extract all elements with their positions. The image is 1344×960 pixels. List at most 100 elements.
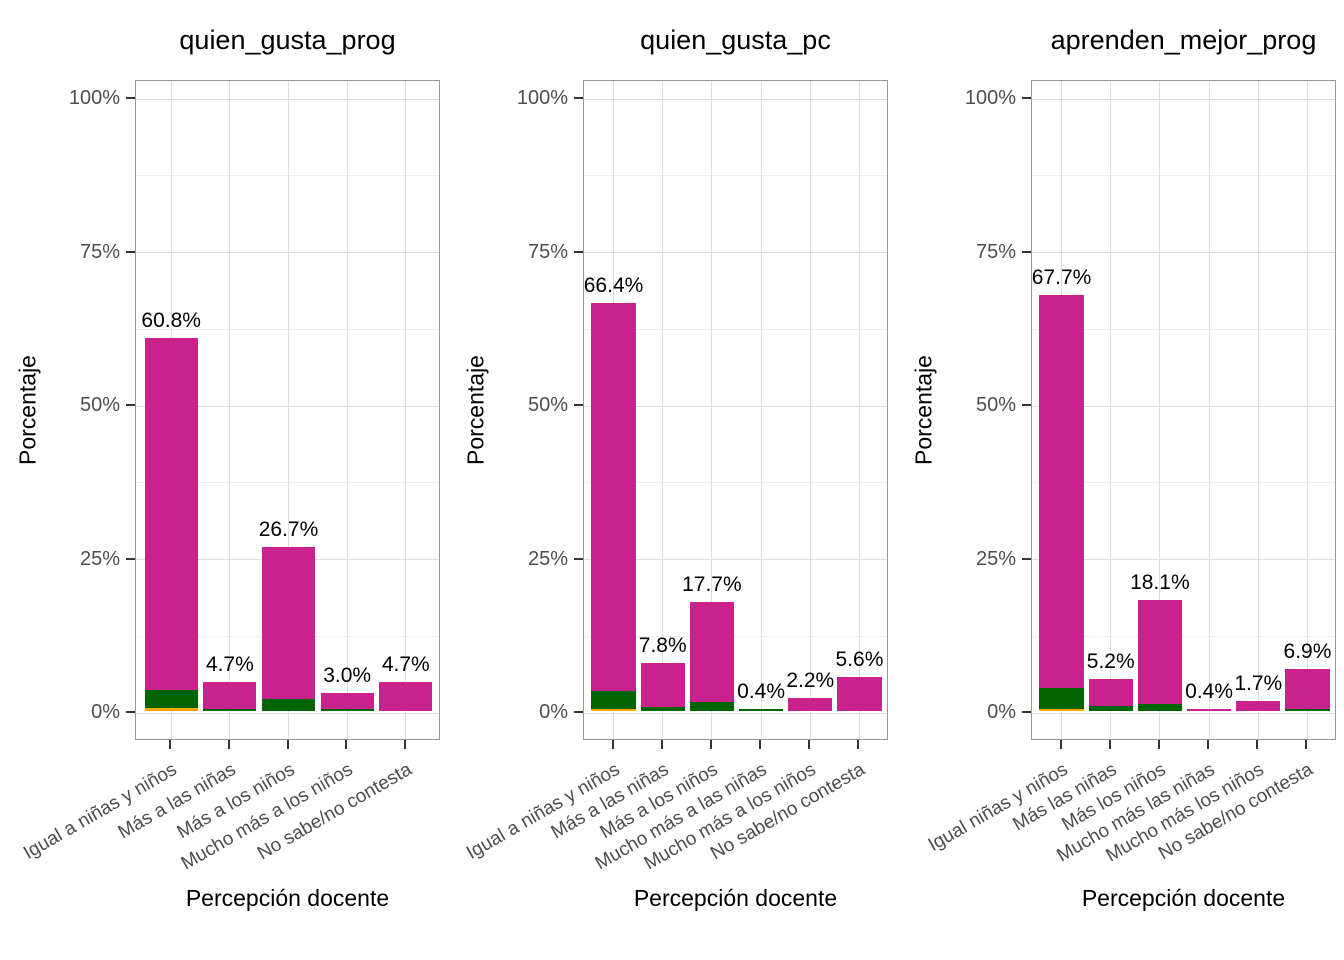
grid-line-major bbox=[1032, 712, 1335, 714]
x-tick-mark bbox=[1256, 740, 1259, 749]
bar bbox=[320, 692, 374, 711]
bar bbox=[1088, 679, 1133, 711]
bar-segment bbox=[379, 682, 433, 711]
y-tick-mark bbox=[1022, 557, 1031, 560]
bar-segment bbox=[1039, 708, 1084, 711]
y-tick-mark bbox=[1022, 250, 1031, 253]
y-axis-title-text: Porcentaje bbox=[14, 355, 41, 465]
x-axis-tick-labels: Igual a niñas y niños Más a las niñas Más … bbox=[448, 749, 896, 885]
y-tick-label: 0% bbox=[539, 701, 568, 723]
bar-value-label: 17.7% bbox=[682, 573, 742, 597]
bar-segment bbox=[144, 337, 198, 690]
x-tick-mark bbox=[1108, 740, 1111, 749]
x-tick-mark bbox=[808, 740, 811, 749]
y-axis-ticks bbox=[1022, 80, 1031, 740]
grid-line-vertical bbox=[229, 81, 231, 739]
grid-line-major bbox=[584, 559, 887, 560]
grid-line-vertical bbox=[760, 81, 762, 739]
grid-line-vertical bbox=[346, 81, 348, 739]
grid-line-major bbox=[584, 712, 887, 714]
y-tick-label: 50% bbox=[79, 394, 120, 416]
y-tick-label: 75% bbox=[975, 240, 1016, 263]
bar bbox=[591, 303, 636, 711]
bar bbox=[788, 697, 833, 711]
chart-panel: aprenden_mejor_prog Porcentaje 0% 25% 50% 7… bbox=[896, 0, 1344, 960]
y-tick-mark bbox=[574, 250, 583, 253]
y-tick-label: 50% bbox=[975, 394, 1016, 416]
panel-title: quien_gusta_prog bbox=[179, 24, 396, 55]
y-tick-label: 25% bbox=[975, 547, 1016, 570]
x-axis-tick-labels: Igual a niñas y niños Más a las niñas Más … bbox=[0, 749, 448, 885]
plot-area: 66.4% 7.8% 17.7% 0.4% 2.2% 5.6% bbox=[583, 80, 888, 740]
bar-segment bbox=[144, 707, 198, 711]
grid-line-major bbox=[136, 712, 439, 714]
bar-value-label: 0.4% bbox=[1185, 679, 1234, 703]
bar-segment bbox=[1137, 599, 1183, 705]
bar-segment bbox=[320, 692, 374, 710]
y-tick-label: 0% bbox=[91, 701, 120, 723]
chart-panel: quien_gusta_pc Porcentaje 0% 25% 50% 75% 100… bbox=[448, 0, 896, 960]
bar-value-label: 26.7% bbox=[258, 518, 319, 542]
bar-value-label: 66.4% bbox=[583, 274, 644, 298]
bar bbox=[1039, 295, 1084, 711]
y-tick-mark bbox=[574, 711, 583, 713]
grid-line-minor bbox=[136, 482, 439, 484]
bar bbox=[379, 682, 433, 711]
x-tick-mark bbox=[286, 740, 289, 749]
bar-segment bbox=[262, 547, 315, 699]
grid-line-vertical bbox=[1110, 81, 1112, 739]
x-axis-title: Percepción docente bbox=[185, 885, 390, 911]
y-axis-tick-labels: 0% 25% 50% 75% 100% bbox=[504, 80, 574, 740]
grid-line-vertical bbox=[405, 81, 407, 739]
y-tick-label: 0% bbox=[987, 701, 1016, 723]
y-tick-mark bbox=[126, 557, 135, 560]
bar bbox=[738, 708, 784, 711]
x-axis-title: Percepción docente bbox=[633, 885, 838, 911]
y-tick-mark bbox=[1022, 404, 1031, 406]
bar-segment bbox=[1039, 688, 1084, 709]
bar bbox=[144, 337, 198, 711]
bar-value-label: 18.1% bbox=[1130, 570, 1190, 594]
x-axis-title: Percepción docente bbox=[1081, 885, 1286, 911]
x-tick-mark bbox=[759, 740, 762, 749]
grid-line-major bbox=[584, 252, 887, 253]
y-tick-label: 100% bbox=[516, 87, 568, 109]
y-axis-ticks bbox=[126, 80, 135, 740]
bar bbox=[689, 602, 735, 711]
plot-row: Porcentaje 0% 25% 50% 75% 100% 67.7% 5.2% 18.1… bbox=[896, 80, 1344, 740]
x-tick-mark bbox=[1305, 740, 1308, 749]
bar-segment bbox=[1088, 706, 1133, 711]
y-axis-title-text: Porcentaje bbox=[462, 355, 489, 465]
bar-value-label: 6.9% bbox=[1283, 639, 1332, 663]
grid-line-minor bbox=[136, 175, 439, 177]
x-tick-mark bbox=[1157, 740, 1160, 749]
bar-segment bbox=[640, 663, 685, 707]
bar bbox=[1137, 599, 1183, 711]
grid-line-minor bbox=[1032, 482, 1335, 484]
bar-segment bbox=[591, 708, 636, 711]
y-axis-ticks bbox=[574, 80, 583, 740]
bar-segment bbox=[1285, 668, 1330, 710]
x-axis-ticks bbox=[135, 740, 440, 749]
bar-segment bbox=[591, 303, 636, 691]
bar bbox=[1285, 668, 1330, 711]
plot-area: 67.7% 5.2% 18.1% 0.4% 1.7% 6.9% bbox=[1031, 80, 1336, 740]
plot-row: Porcentaje 0% 25% 50% 75% 100% 60.8% 4.7% 26.7… bbox=[0, 80, 448, 740]
x-axis-tick-labels: Igual niñas y niños Más las niñas Más los … bbox=[896, 749, 1344, 885]
bar-segment bbox=[1236, 700, 1281, 711]
grid-line-vertical bbox=[1306, 81, 1308, 739]
bar bbox=[203, 682, 257, 711]
bar-value-label: 5.2% bbox=[1086, 650, 1135, 674]
grid-line-minor bbox=[584, 635, 887, 637]
y-axis-title: Porcentaje bbox=[448, 80, 504, 740]
y-axis-title-text: Porcentaje bbox=[910, 355, 937, 465]
x-tick-mark bbox=[227, 740, 230, 749]
bar-segment bbox=[144, 689, 198, 708]
grid-line-major bbox=[1032, 405, 1335, 407]
y-tick-mark bbox=[126, 97, 135, 99]
y-axis-title: Porcentaje bbox=[0, 80, 56, 740]
bar-segment bbox=[788, 697, 833, 711]
bar-segment bbox=[738, 708, 784, 711]
y-tick-label: 50% bbox=[527, 394, 568, 416]
